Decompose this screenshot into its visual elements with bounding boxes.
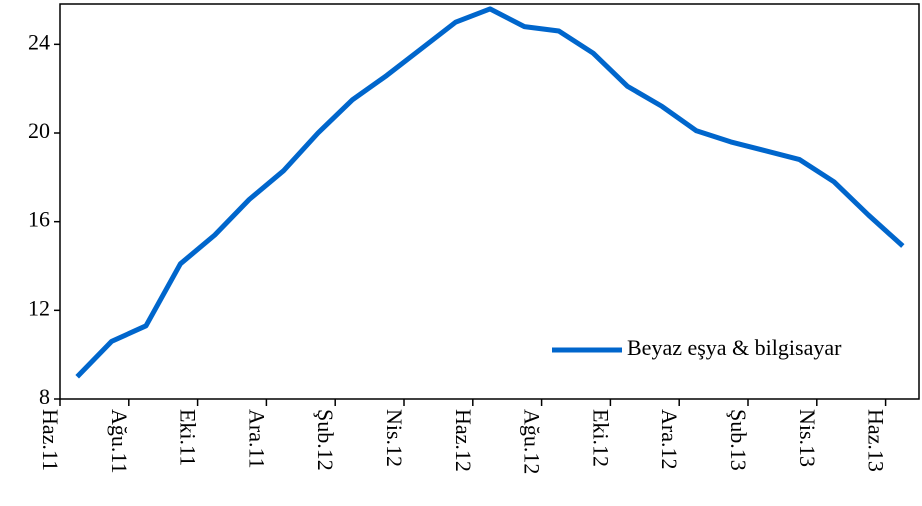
y-tick-label: 16 [28, 207, 50, 232]
legend-label: Beyaz eşya & bilgisayar [627, 335, 842, 360]
data-line [75, 6, 905, 379]
x-tick-label: Haz.12 [451, 409, 476, 472]
x-tick-label: Nis.12 [382, 409, 407, 467]
y-tick-label: 12 [28, 295, 50, 320]
x-tick-label: Eki.11 [176, 409, 201, 466]
x-tick-label: Ara.11 [244, 409, 269, 469]
x-tick-label: Ara.12 [657, 409, 682, 469]
x-tick-label: Eki.12 [588, 409, 613, 467]
y-tick-label: 24 [28, 29, 50, 54]
plot-frame [59, 3, 920, 400]
x-tick-label: Haz.11 [38, 409, 63, 471]
x-tick-label: Şub.13 [726, 409, 751, 471]
x-tick-label: Ağu.12 [520, 409, 545, 474]
x-tick-label: Ağu.11 [107, 409, 132, 474]
y-tick-label: 8 [39, 384, 50, 409]
y-tick-label: 20 [28, 118, 50, 143]
x-tick-label: Şub.12 [313, 409, 338, 471]
x-tick-label: Haz.13 [864, 409, 889, 472]
x-tick-label: Nis.13 [795, 409, 820, 467]
